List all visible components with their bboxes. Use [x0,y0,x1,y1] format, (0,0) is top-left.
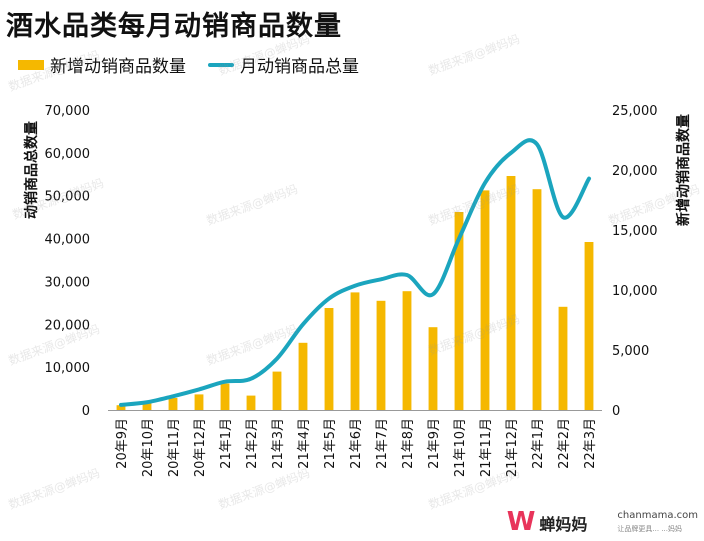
x-tick-label: 20年12月 [193,418,208,477]
x-tick-label: 21年12月 [505,418,520,477]
bar [116,405,126,410]
legend-label-line: 月动销商品总量 [240,57,359,77]
x-tick-label: 20年11月 [167,418,182,477]
right-axis-title: 新增动销商品数量 [675,114,692,226]
bar [246,395,256,410]
x-tick-label: 20年10月 [141,418,156,477]
legend-swatch-bar [18,59,44,70]
x-tick-label: 21年1月 [219,418,234,469]
bar [402,291,412,410]
series-line [119,138,591,407]
x-tick-label: 21年4月 [297,418,312,469]
x-tick-label: 21年8月 [401,418,416,469]
legend-item-bar: 新增动销商品数量 [18,52,186,77]
left-axis-tick-label: 50,000 [45,190,91,205]
left-axis-tick-label: 70,000 [45,104,91,119]
left-axis-tick-label: 0 [82,404,90,419]
left-axis-tick-label: 30,000 [45,275,91,290]
bar [220,383,230,410]
right-axis-tick-label: 25,000 [612,104,658,119]
left-axis-tick-label: 40,000 [45,233,91,248]
right-axis-tick-label: 15,000 [612,224,658,239]
right-axis-tick-label: 0 [612,404,620,419]
x-tick-label: 21年6月 [349,418,364,469]
x-tick-label: 21年3月 [271,418,286,469]
x-tick-label: 21年11月 [479,418,494,477]
x-tick-label: 21年10月 [453,418,468,477]
bar [194,394,204,410]
x-tick-label: 20年9月 [115,418,130,469]
x-tick-label: 21年5月 [323,418,338,469]
x-tick-label: 21年7月 [375,418,390,469]
bar [584,242,594,410]
bar [480,190,490,410]
logo-mark-icon: W [506,507,536,537]
right-axis-tick-label: 20,000 [612,164,658,179]
x-tick-label: 22年3月 [583,418,598,469]
legend-label-bar: 新增动销商品数量 [50,57,186,77]
logo-site-url: chanmama.com [617,510,698,521]
left-axis-title: 动销商品总数量 [23,121,40,219]
right-axis-tick-label: 10,000 [612,284,658,299]
logo-tagline: 让品牌更具... ...妈妈 [617,525,682,533]
legend-swatch-line [208,62,234,67]
legend: 新增动销商品数量 月动销商品总量 [18,52,381,77]
bar [558,306,568,410]
brand-logo: W 蝉妈妈 chanmama.com 让品牌更具... ...妈妈 [507,509,698,535]
logo-site: chanmama.com 让品牌更具... ...妈妈 [617,509,698,535]
chart-title: 酒水品类每月动销商品数量 [6,11,342,42]
bar [428,327,438,410]
legend-item-line: 月动销商品总量 [208,52,359,77]
left-axis-tick-label: 10,000 [45,361,91,376]
bar [272,371,282,410]
bar [324,308,334,410]
bar [376,300,386,410]
bar [298,342,308,410]
left-axis-tick-label: 60,000 [45,147,91,162]
x-tick-label: 22年2月 [557,418,572,469]
right-axis-tick-label: 5,000 [612,344,649,359]
bar [532,189,542,410]
left-axis-tick-label: 20,000 [45,318,91,333]
bar [454,212,464,410]
bar [350,292,360,410]
x-tick-label: 21年9月 [427,418,442,469]
bar [142,402,152,410]
bar [506,176,516,410]
logo-brand: 蝉妈妈 [539,515,588,534]
bar [168,398,178,410]
x-tick-label: 21年2月 [245,418,260,469]
x-tick-label: 22年1月 [531,418,546,469]
